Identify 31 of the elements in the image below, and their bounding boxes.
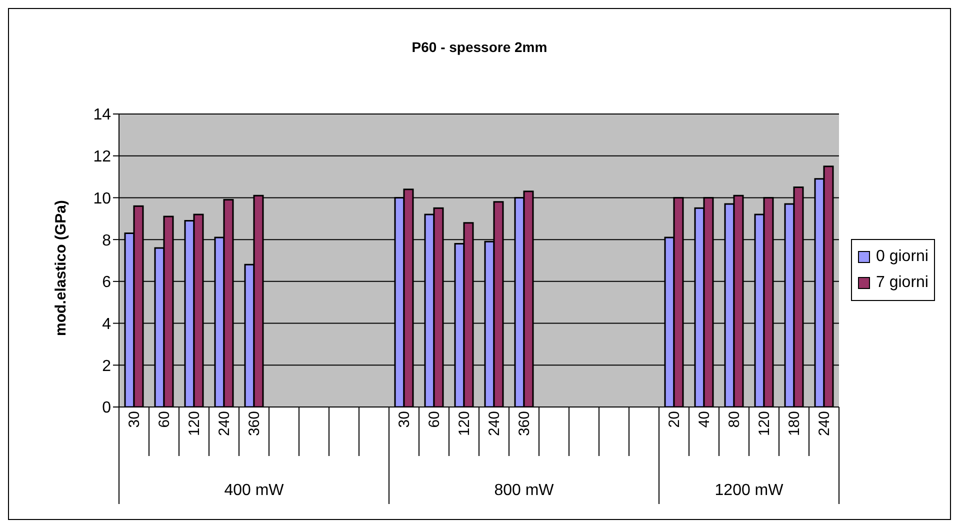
x-tick-label: 360 [246, 411, 263, 436]
chart-title: P60 - spessore 2mm [410, 39, 548, 55]
y-tick-label: 14 [93, 106, 112, 124]
x-tick-label: 30 [396, 411, 413, 428]
text: 800 mW [494, 482, 555, 499]
x-tick-label: 80 [726, 411, 743, 428]
y-tick-label: 12 [93, 148, 112, 166]
x-tick-label: 360 [516, 411, 533, 436]
y-tick-label: 4 [102, 316, 112, 333]
x-tick-label: 40 [696, 411, 713, 428]
y-tick-label: 10 [93, 190, 112, 208]
x-tick-label: 240 [486, 411, 503, 436]
x-tick-label: 60 [156, 411, 173, 428]
legend-label: 7 giorni [876, 273, 928, 293]
x-tick-label: 180 [786, 411, 803, 436]
x-tick-label: 240 [816, 411, 833, 436]
x-tick-label: 120 [186, 411, 203, 436]
y-tick-label: 0 [102, 400, 112, 417]
x-tick-label: 120 [456, 411, 473, 436]
text: 1200 mW [714, 482, 784, 499]
y-tick-label: 2 [102, 358, 112, 375]
x-tick-label: 120 [756, 411, 773, 436]
x-tick-label: 30 [126, 411, 143, 428]
x-tick-label: 60 [426, 411, 443, 428]
y-tick-label: 8 [102, 232, 112, 250]
x-tick-label: 20 [666, 411, 683, 428]
text: 400 mW [224, 482, 285, 499]
legend-label: 0 giorni [876, 247, 928, 267]
x-tick-label: 240 [216, 411, 233, 436]
y-tick-label: 6 [102, 274, 112, 292]
y-axis-title: mod.elastico (GPa) [52, 200, 70, 336]
